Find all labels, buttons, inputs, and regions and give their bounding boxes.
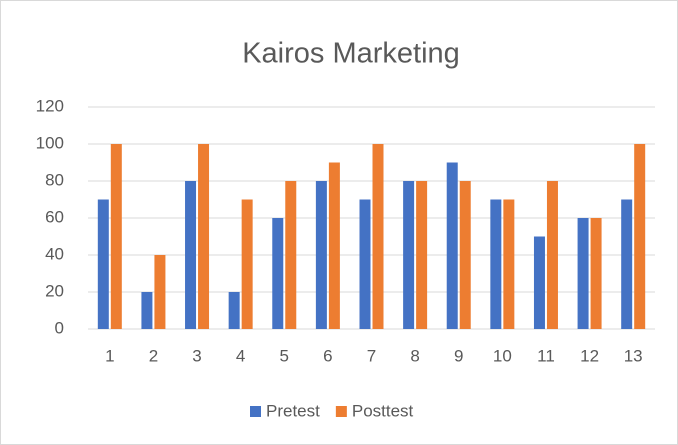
bar bbox=[546, 181, 558, 329]
y-tick-label: 120 bbox=[36, 96, 64, 115]
x-tick-label: 5 bbox=[280, 346, 289, 365]
bar bbox=[228, 292, 240, 329]
bar bbox=[459, 181, 471, 329]
legend-swatch bbox=[335, 406, 347, 417]
bar bbox=[241, 199, 253, 329]
x-tick-label: 13 bbox=[624, 346, 643, 365]
bar bbox=[198, 144, 210, 329]
bar bbox=[315, 181, 327, 329]
bar bbox=[590, 218, 602, 329]
bar bbox=[141, 292, 153, 329]
x-tick-label: 2 bbox=[149, 346, 158, 365]
y-tick-label: 40 bbox=[45, 244, 64, 263]
bar bbox=[97, 199, 109, 329]
bar bbox=[272, 218, 284, 329]
x-tick-label: 12 bbox=[580, 346, 599, 365]
x-tick-label: 10 bbox=[493, 346, 512, 365]
bar bbox=[328, 162, 340, 329]
x-tick-label: 1 bbox=[105, 346, 114, 365]
bar bbox=[372, 144, 384, 329]
legend-swatch bbox=[250, 406, 261, 417]
bar bbox=[110, 144, 122, 329]
bar bbox=[577, 218, 589, 329]
x-tick-label: 6 bbox=[323, 346, 332, 365]
bar bbox=[285, 181, 297, 329]
y-tick-label: 100 bbox=[36, 133, 64, 152]
bar bbox=[533, 236, 545, 329]
bar bbox=[490, 199, 502, 329]
bar bbox=[185, 181, 197, 329]
y-tick-label: 20 bbox=[45, 281, 64, 300]
bar bbox=[403, 181, 415, 329]
x-tick-label: 9 bbox=[454, 346, 463, 365]
y-tick-label: 80 bbox=[45, 170, 64, 189]
legend-label: Posttest bbox=[352, 401, 414, 420]
x-tick-label: 7 bbox=[367, 346, 376, 365]
x-tick-label: 4 bbox=[236, 346, 245, 365]
bar bbox=[154, 255, 166, 329]
bar bbox=[446, 162, 458, 329]
y-tick-label: 0 bbox=[55, 318, 64, 337]
x-tick-label: 11 bbox=[537, 346, 555, 365]
y-tick-label: 60 bbox=[45, 207, 64, 226]
legend-label: Pretest bbox=[266, 401, 320, 420]
x-tick-label: 3 bbox=[192, 346, 201, 365]
bar bbox=[416, 181, 428, 329]
bar bbox=[359, 199, 371, 329]
chart-title: Kairos Marketing bbox=[242, 38, 460, 70]
x-tick-label: 8 bbox=[410, 346, 419, 365]
bar bbox=[634, 144, 646, 329]
bar bbox=[621, 199, 633, 329]
bar bbox=[503, 199, 515, 329]
